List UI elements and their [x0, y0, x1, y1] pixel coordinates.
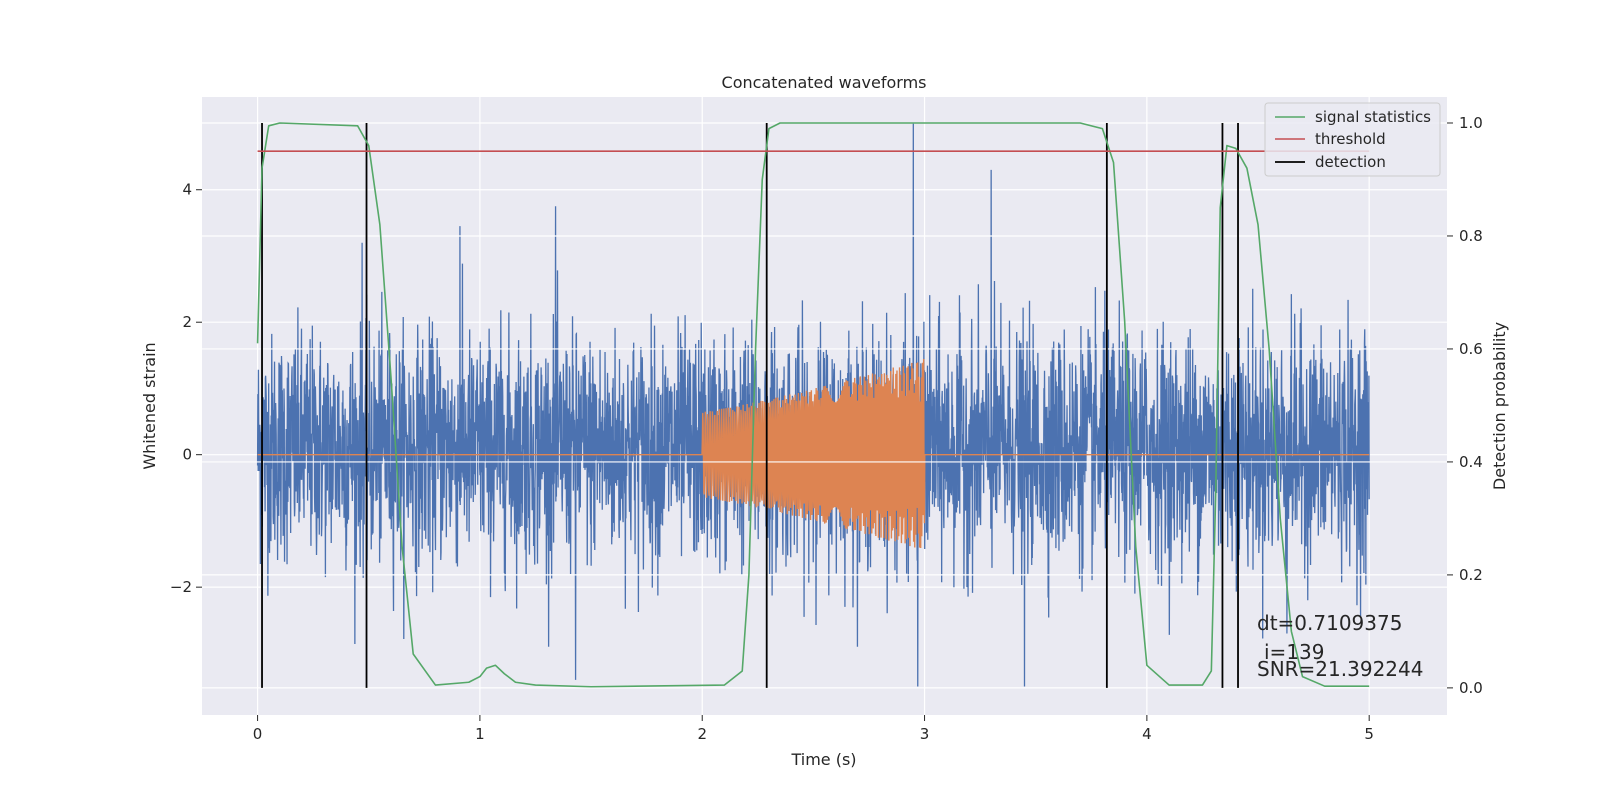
y-tick-label: 2 — [182, 313, 192, 331]
noise-line — [256, 123, 1370, 687]
y-axis-label: Whitened strain — [140, 342, 159, 469]
annotation-dt: dt=0.7109375 — [1257, 611, 1402, 635]
y-axis-label-right: Detection probability — [1490, 322, 1509, 490]
detection-lines — [261, 122, 1239, 688]
right-tick-label: 0.8 — [1459, 227, 1483, 245]
waveform-line — [257, 359, 1370, 549]
y-tick-label: 0 — [182, 446, 192, 464]
annotation-snr: SNR=21.392244 — [1257, 657, 1423, 681]
right-tick-label: 1.0 — [1459, 114, 1483, 132]
right-tick-label: 0.4 — [1459, 453, 1483, 471]
signal-statistics-layer — [256, 122, 1370, 688]
waveform-series — [257, 359, 1370, 549]
x-tick-label: 3 — [920, 725, 930, 743]
right-tick-label: 0.0 — [1459, 679, 1483, 697]
annotation-i: i=139 — [1264, 640, 1325, 664]
y-tick-label: −2 — [170, 578, 192, 596]
x-tick-label: 2 — [697, 725, 707, 743]
chart-title: Concatenated waveforms — [722, 73, 927, 92]
legend: signal statistics threshold detection — [1264, 102, 1441, 177]
y-tick-label: 4 — [182, 181, 192, 199]
tick-labels: 0 1 2 3 4 5 −2 0 2 4 0.0 0.2 0.4 0.6 0.8 1.0 — [170, 114, 1483, 743]
legend-label-detection: detection — [1315, 153, 1386, 171]
noise-series — [256, 123, 1370, 687]
legend-label-signal-statistics: signal statistics — [1315, 108, 1431, 126]
x-tick-label: 5 — [1364, 725, 1374, 743]
x-tick-label: 1 — [475, 725, 485, 743]
x-tick-label: 0 — [253, 725, 263, 743]
right-tick-label: 0.2 — [1459, 566, 1483, 584]
legend-label-threshold: threshold — [1315, 130, 1386, 148]
right-tick-label: 0.6 — [1459, 340, 1483, 358]
x-tick-label: 4 — [1142, 725, 1152, 743]
legend-box — [1264, 102, 1441, 177]
x-axis-label: Time (s) — [790, 750, 856, 769]
